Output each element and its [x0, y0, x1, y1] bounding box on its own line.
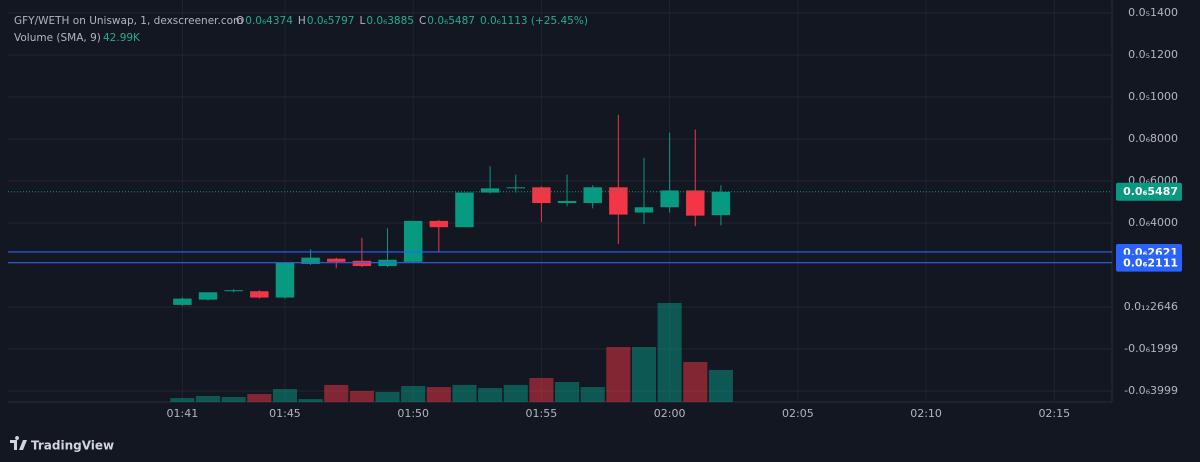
axes: 0.0₅14000.0₅12000.0₅10000.0₆80000.0₆6000… — [167, 6, 1182, 420]
volume-bar — [298, 399, 323, 402]
candle-body — [583, 187, 602, 204]
logo-icon — [10, 436, 27, 450]
ohlc-value: 0.0₆4374 — [245, 15, 293, 27]
candle-body — [506, 187, 525, 189]
volume-bar — [606, 346, 631, 402]
volume-bar — [478, 388, 503, 402]
x-tick-label: 01:45 — [269, 407, 301, 420]
y-tick-label: 0.0₁₂2646 — [1124, 300, 1178, 313]
y-tick-label: 0.0₅1200 — [1128, 48, 1178, 61]
candle-body — [557, 200, 577, 204]
x-tick-label: 02:15 — [1038, 407, 1070, 420]
volume-bar — [375, 391, 400, 402]
candle-body — [660, 190, 679, 208]
candle-body — [609, 187, 628, 215]
ohlc-key: C — [419, 15, 426, 27]
volume-bar — [324, 384, 349, 402]
ohlc-key: O — [236, 15, 244, 27]
candle-body — [403, 220, 423, 262]
candle-body — [711, 191, 731, 216]
volume-bar — [195, 395, 221, 402]
volume-bar — [580, 386, 605, 402]
candle-body — [480, 188, 500, 193]
candle-body — [224, 290, 243, 292]
last-price-label: 0.0₆5487 — [1123, 185, 1178, 198]
volume-title: Volume (SMA, 9) — [14, 32, 101, 44]
candle-body — [352, 260, 372, 267]
footer: TradingView — [31, 439, 114, 453]
volume-bar — [401, 385, 426, 402]
price-line-label: 0.0₆2111 — [1123, 257, 1178, 270]
candle-body — [634, 207, 654, 213]
x-tick-label: 02:10 — [910, 407, 942, 420]
candle-body — [173, 298, 192, 305]
candle-body — [686, 190, 705, 216]
candle-body — [455, 192, 474, 228]
volume-bar — [247, 394, 272, 402]
x-tick-label: 02:05 — [782, 407, 814, 420]
chart-title: GFY/WETH on Uniswap, 1, dexscreener.com — [14, 15, 243, 27]
y-tick-label: -0.0₆3999 — [1124, 384, 1178, 397]
volume-bar — [426, 386, 451, 402]
candle-body — [275, 262, 295, 298]
ohlc-value: 0.0₆5797 — [307, 15, 355, 27]
candle-body — [532, 187, 551, 204]
volume-bar — [272, 389, 298, 402]
ohlc-key: L — [359, 15, 365, 27]
last-price-box — [1116, 182, 1182, 201]
candle-body — [429, 220, 449, 228]
x-tick-label: 01:50 — [397, 407, 429, 420]
x-tick-label: 02:00 — [654, 407, 686, 420]
volume-bar — [683, 361, 708, 402]
candle-body — [301, 257, 320, 264]
volume-bar — [349, 390, 374, 402]
volume-bar — [708, 369, 733, 402]
ohlc-value: 0.0₆3885 — [366, 15, 414, 27]
marks — [8, 114, 1112, 402]
candle-body — [250, 291, 269, 298]
ohlc-value: 0.0₆5487 — [427, 15, 475, 27]
y-tick-label: 0.0₆8000 — [1128, 132, 1178, 145]
change: 0.0₆1113 (+25.45%) — [480, 15, 588, 27]
volume-bar — [221, 396, 246, 402]
volume-sma: 42.99K — [103, 32, 141, 44]
price-line-box — [1116, 254, 1182, 272]
volume-bar — [170, 398, 195, 402]
y-tick-label: 0.0₅1400 — [1128, 6, 1178, 19]
x-tick-label: 01:55 — [526, 407, 558, 420]
y-tick-label: -0.0₆1999 — [1124, 342, 1178, 355]
y-tick-label: 0.0₅1000 — [1128, 90, 1178, 103]
volume-bar — [529, 378, 554, 402]
candle-body — [327, 258, 346, 262]
legend: GFY/WETH on Uniswap, 1, dexscreener.com … — [14, 15, 588, 44]
volume-bar — [631, 346, 657, 402]
ohlc-key: H — [298, 15, 306, 27]
volume-bar — [503, 384, 528, 402]
volume-bar — [452, 384, 477, 402]
tradingview-logo: TradingView — [10, 436, 114, 453]
x-tick-label: 01:41 — [167, 407, 199, 420]
candle-body — [198, 292, 218, 300]
y-tick-label: 0.0₆4000 — [1128, 216, 1178, 229]
volume-bar — [657, 303, 682, 402]
volume-bar — [554, 381, 580, 402]
